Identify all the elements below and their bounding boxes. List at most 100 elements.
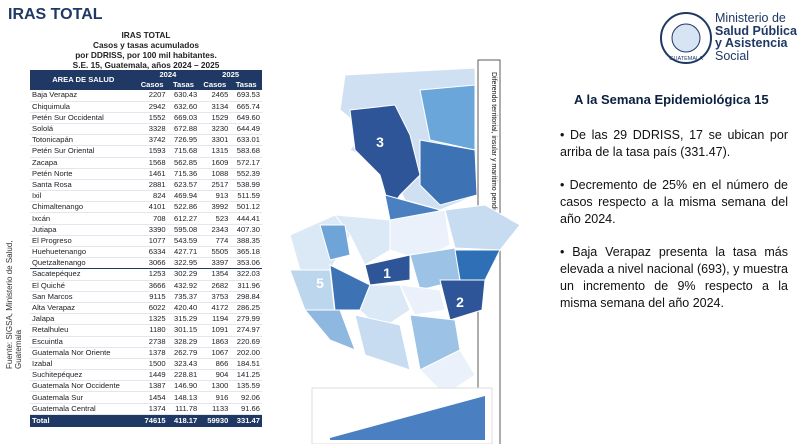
cell-number: 1568: [136, 157, 168, 169]
cell-area: Totonicapán: [30, 134, 137, 147]
cell-number: 301.15: [167, 324, 200, 337]
slide-title: IRAS TOTAL: [8, 6, 103, 23]
sub-header: Tasas: [235, 80, 257, 90]
thumbnail-graphic: [330, 396, 485, 440]
sub-header: Casos: [203, 80, 227, 90]
cell-area: Escuintla: [30, 336, 137, 348]
bullet: Decremento de 25% en el número de casos …: [560, 177, 788, 228]
title-row: S.E. 15, Guatemala, años 2024 – 2025: [30, 60, 262, 70]
cell-number: 632.60: [167, 101, 200, 113]
table-row: Santa Rosa 2881 623.57 2517 538.99: [30, 179, 262, 192]
cell-number: 1863: [199, 336, 231, 348]
cell-area: Jalapa: [30, 313, 137, 326]
table-row: Guatemala Central 1374 111.78 1133 91.66: [30, 403, 262, 415]
cell-number: 1300: [199, 380, 231, 393]
cell-number: 1253: [136, 268, 168, 281]
cell-number: 1091: [199, 324, 231, 337]
cell-number: 3066: [136, 257, 168, 270]
seal: GUATEMALA: [660, 12, 712, 64]
cell-number: 286.25: [230, 302, 262, 315]
cell-number: 262.79: [167, 347, 200, 359]
cell-area: Santa Rosa: [30, 179, 137, 192]
map-label: 5: [316, 275, 324, 291]
cell-number: 552.39: [230, 168, 262, 180]
table-row: Retalhuleu 1180 301.15 1091 274.97: [30, 324, 262, 337]
table-title: por DDRISS, por 100 mil habitantes.: [75, 50, 217, 60]
cell-number: 5505: [199, 246, 231, 259]
logo-line: Salud Pública: [715, 23, 797, 38]
cell-area: Guatemala Nor Occidente: [30, 380, 137, 393]
cell-area: Ixcán: [30, 212, 137, 225]
cell-number: 2942: [136, 101, 168, 113]
cell-number: 1387: [136, 380, 168, 393]
map-note: Diferendo territorial, insular y marítim…: [490, 72, 497, 261]
cell-number: 623.57: [167, 179, 200, 192]
title-row: IRAS TOTAL: [30, 30, 262, 40]
cell-number: 538.99: [230, 179, 262, 192]
cell-number: 649.60: [230, 112, 262, 124]
year-header: 2025: [222, 70, 240, 80]
table-row: El Progreso 1077 543.59 774 388.35: [30, 235, 262, 248]
cell-number: 365.18: [230, 246, 262, 259]
table-row: El Quiché 3666 432.92 2682 311.96: [30, 280, 262, 292]
cell-area: Petén Sur Oriental: [30, 145, 137, 158]
total-cell: 59930: [199, 414, 231, 427]
logo-text: Ministerio de Salud Pública y Asistencia So…: [715, 12, 797, 62]
cell-number: 1194: [199, 313, 231, 326]
table-row: Chimaltenango 4101 522.86 3992 501.12: [30, 201, 262, 214]
title-row: por DDRISS, por 100 mil habitantes.: [30, 50, 262, 60]
cell-number: 311.96: [230, 280, 262, 292]
table-title: Casos y tasas acumulados: [92, 40, 200, 50]
cell-number: 298.84: [230, 291, 262, 303]
bullet: Baja Verapaz presenta la tasa más elevad…: [560, 244, 788, 312]
table-row: Huehuetenango 6334 427.71 5505 365.18: [30, 246, 262, 259]
sub-header: Tasas: [172, 80, 194, 90]
cell-number: 92.06: [230, 391, 262, 404]
cell-number: 1609: [199, 157, 231, 169]
cell-number: 279.99: [230, 313, 262, 326]
cell-number: 3397: [199, 257, 231, 270]
cell-number: 141.25: [230, 369, 262, 382]
cell-area: Zacapa: [30, 157, 137, 169]
cell-number: 3666: [136, 280, 168, 292]
cell-number: 511.59: [230, 190, 262, 203]
cell-number: 824: [136, 190, 168, 203]
cell-number: 3753: [199, 291, 231, 303]
cell-number: 91.66: [230, 403, 262, 415]
cell-number: 1354: [199, 268, 231, 281]
cell-number: 1449: [136, 369, 168, 382]
rates-table: IRAS TOTAL Casos y tasas acumulados por DD…: [30, 30, 262, 427]
cell-area: Quetzaltenango: [30, 257, 137, 270]
total-cell: Total: [30, 414, 137, 427]
cell-number: 322.03: [230, 268, 262, 281]
cell-number: 420.40: [167, 302, 200, 315]
cell-number: 3992: [199, 201, 231, 214]
cell-area: Chimaltenango: [30, 201, 137, 214]
cell-number: 543.59: [167, 235, 200, 248]
map-label: 1: [383, 265, 391, 281]
title-row: Casos y tasas acumulados: [30, 40, 262, 50]
table-row: San Marcos 9115 735.37 3753 298.84: [30, 291, 262, 303]
table-row: Petén Sur Occidental 1552 669.03 1529 649.60: [30, 112, 262, 124]
cell-number: 427.71: [167, 246, 200, 259]
cell-area: Ixil: [30, 190, 137, 203]
total-cell: 74615: [136, 414, 168, 427]
cell-area: Guatemala Sur: [30, 391, 137, 404]
cell-number: 2343: [199, 224, 231, 236]
cell-number: 9115: [136, 291, 168, 303]
table-title: IRAS TOTAL: [121, 30, 171, 40]
cell-number: 184.51: [230, 358, 262, 371]
cell-area: Retalhuleu: [30, 324, 137, 337]
table-row: Sacatepéquez 1253 302.29 1354 322.03: [30, 268, 262, 281]
cell-number: 1325: [136, 313, 168, 326]
map: Diferendo territorial, insular y marítim…: [289, 59, 521, 444]
cell-number: 501.12: [230, 201, 262, 214]
cell-area: El Quiché: [30, 280, 137, 292]
summary: A la Semana Epidemiológica 15 De las 29 …: [560, 92, 788, 328]
logo-line: Social: [715, 48, 750, 63]
cell-number: 302.29: [167, 268, 200, 281]
sub-header: Casos: [140, 80, 164, 90]
cell-number: 3301: [199, 134, 231, 147]
logo-line: y Asistencia: [715, 36, 788, 50]
table-row: Guatemala Sur 1454 148.13 916 92.06: [30, 391, 262, 404]
